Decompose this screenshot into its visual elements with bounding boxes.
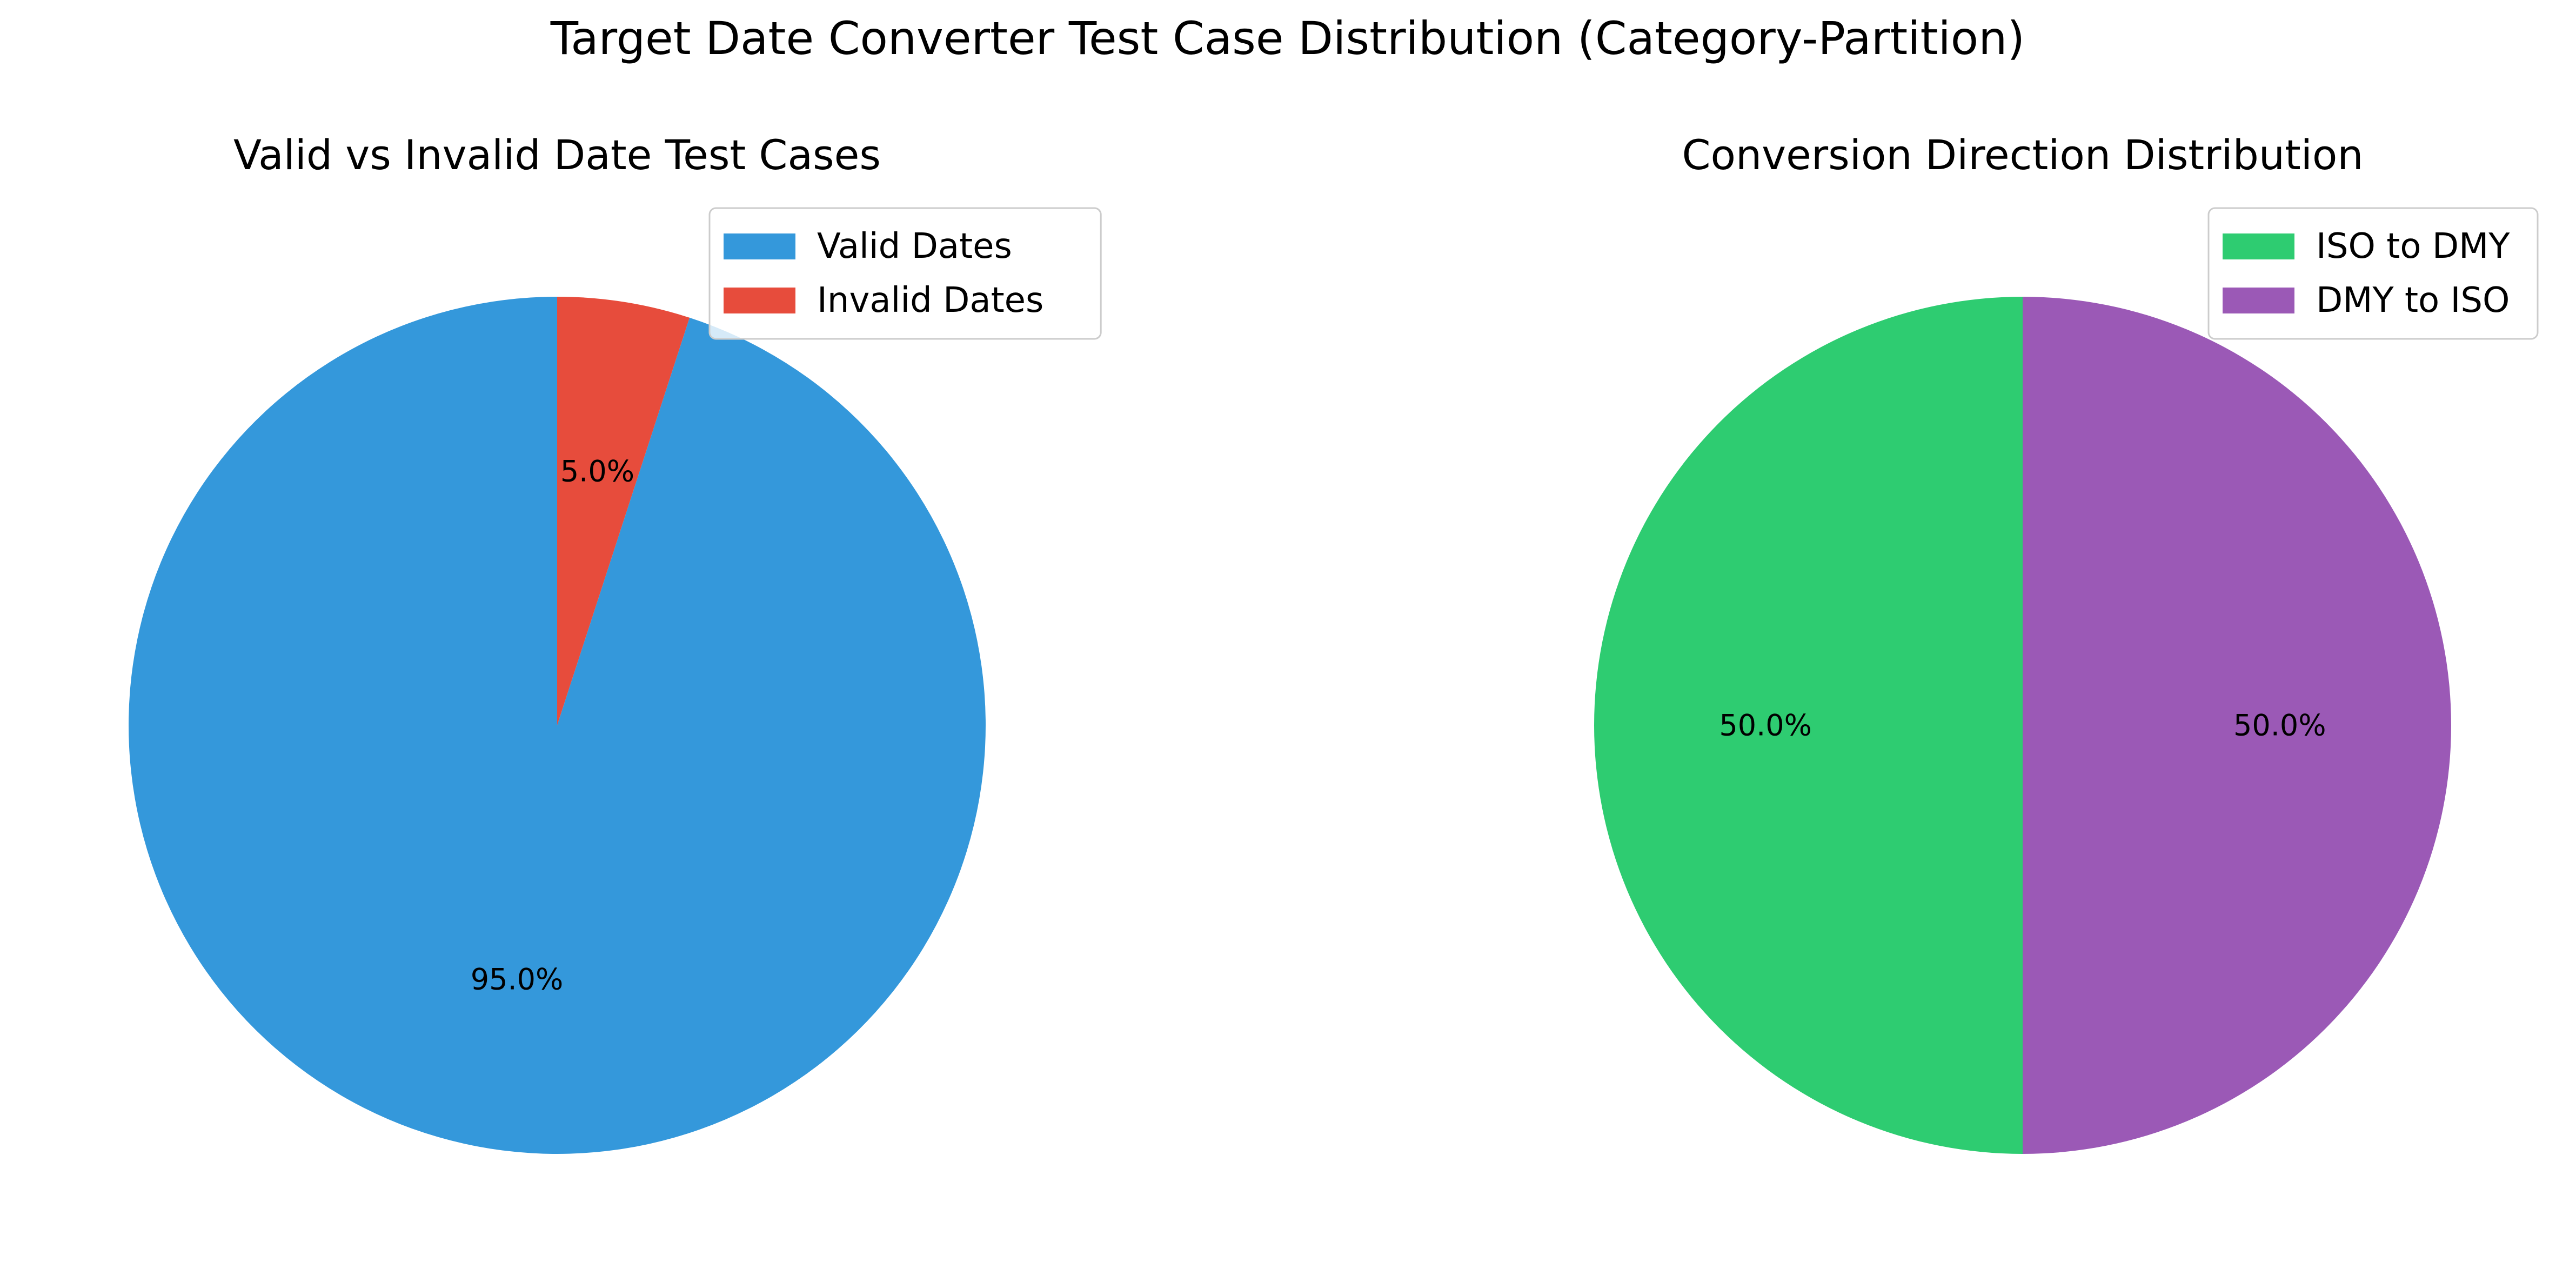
figure-title: Target Date Converter Test Case Distribu… — [550, 12, 2025, 65]
pie-chart-valid-invalid: Valid vs Invalid Date Test Cases 95.0% 5.… — [129, 131, 1102, 1154]
pie-1-legend: ISO to DMY DMY to ISO — [2207, 207, 2539, 340]
pie-0-slices — [129, 297, 986, 1154]
pie-1-slices — [1594, 297, 2451, 1154]
pie-slice-pct-label-invalid-dates: 5.0% — [560, 455, 634, 489]
legend-label-invalid-dates: Invalid Dates — [817, 281, 1043, 320]
pie-1-pct-labels: 50.0% 50.0% — [1719, 709, 2326, 743]
pie-slice-pct-label-iso-to-dmy: 50.0% — [1719, 709, 1812, 743]
pie-0-pct-labels: 95.0% 5.0% — [471, 455, 634, 997]
pie-slice-valid-dates — [129, 297, 986, 1154]
pie-slice-pct-label-valid-dates: 95.0% — [471, 962, 564, 996]
pie-0-title: Valid vs Invalid Date Test Cases — [233, 131, 881, 179]
legend-swatch-valid-dates — [724, 233, 795, 259]
legend-label-valid-dates: Valid Dates — [817, 226, 1012, 266]
legend-swatch-dmy-to-iso — [2223, 288, 2294, 313]
legend-swatch-invalid-dates — [724, 288, 795, 313]
pie-slice-pct-label-dmy-to-iso: 50.0% — [2233, 709, 2326, 743]
legend-label-dmy-to-iso: DMY to ISO — [2316, 281, 2510, 320]
legend-swatch-iso-to-dmy — [2223, 233, 2294, 259]
pie-1-title: Conversion Direction Distribution — [1682, 131, 2363, 179]
pie-chart-conversion-direction: Conversion Direction Distribution 50.0% 5… — [1594, 131, 2539, 1154]
pie-slice-iso-to-dmy — [1594, 297, 2023, 1154]
pie-slice-dmy-to-iso — [2023, 297, 2451, 1154]
pie-0-legend: Valid Dates Invalid Dates — [708, 207, 1102, 340]
pie-slice-invalid-dates — [557, 297, 690, 725]
legend-frame — [708, 207, 1102, 340]
legend-label-iso-to-dmy: ISO to DMY — [2316, 226, 2510, 266]
